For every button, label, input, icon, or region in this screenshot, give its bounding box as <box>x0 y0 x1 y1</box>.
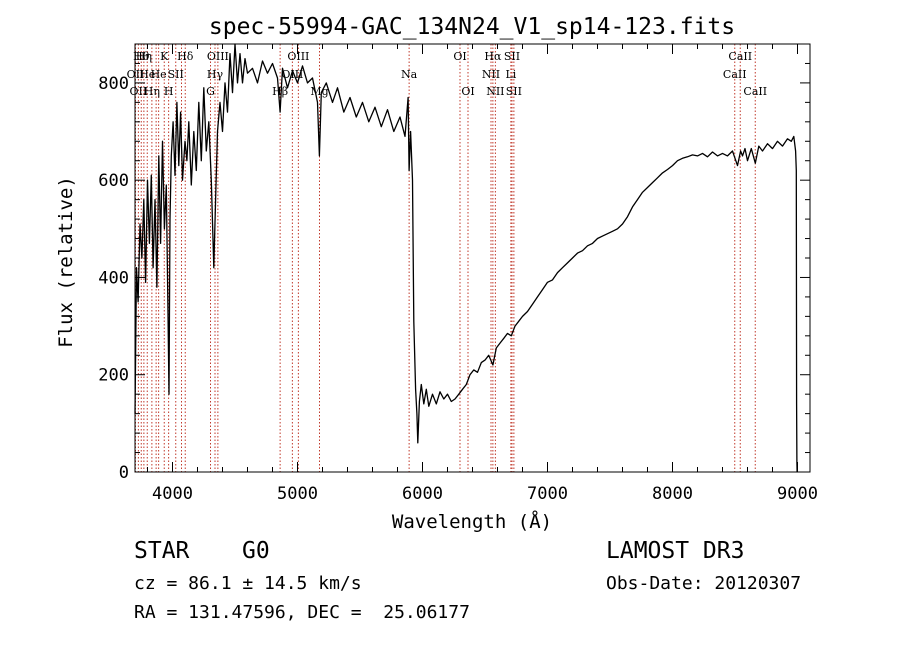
spectral-line-label: Hη <box>136 50 152 63</box>
y-tick-label: 800 <box>98 74 129 94</box>
coordinates: RA = 131.47596, DEC = 25.06177 <box>134 602 470 623</box>
spectral-line-label: Li <box>505 68 516 81</box>
x-tick-label: 4000 <box>152 484 193 504</box>
spectral-line-label: CaII <box>743 85 767 98</box>
spectral-line-label: Hγ <box>207 68 224 81</box>
spectral-line-label: CaII <box>728 50 752 63</box>
series-line-flux <box>134 43 798 473</box>
y-tick-label: 400 <box>98 268 129 288</box>
spectral-line-label: K <box>160 50 169 63</box>
spectral-line-label: Na <box>401 68 418 81</box>
x-tick-label: 7000 <box>527 484 568 504</box>
spectral-line-label: SII <box>506 85 522 98</box>
spectral-line-label: Hδ <box>177 50 194 63</box>
spectral-line-label: OIII <box>281 68 303 81</box>
spectral-line-label: CaII <box>723 68 747 81</box>
object-class: STAR <box>134 538 190 564</box>
spectral-line-label: Hη <box>144 85 160 98</box>
spectral-line-label: OI <box>453 50 466 63</box>
spectral-line-label: SII <box>504 50 520 63</box>
y-tick-label: 600 <box>98 171 129 191</box>
y-tick-label: 200 <box>98 366 129 386</box>
spectral-line-label: Hα <box>484 50 502 63</box>
spectral-line-label: OIII <box>207 50 229 63</box>
spectral-line-label: SII <box>168 68 184 81</box>
spectral-line-markers <box>135 44 756 472</box>
series-layer <box>134 43 798 473</box>
x-tick-label: 6000 <box>402 484 443 504</box>
spectral-line-label: NII <box>486 85 504 98</box>
spectral-line-labels: OIIOIIHθHηHeHηHeKHSIIHδGHγOIIIHβOIIIOIII… <box>127 50 767 98</box>
x-tick-label: 5000 <box>277 484 318 504</box>
spectral-line-label: Hβ <box>272 85 288 98</box>
y-tick-label: 0 <box>119 463 129 483</box>
spectral-line-label: OIII <box>287 50 309 63</box>
plot-frame <box>134 43 811 473</box>
y-axis-label: Flux (relative) <box>55 176 77 348</box>
spectral-line-label: H <box>164 85 174 98</box>
spectral-line-label: NII <box>482 68 500 81</box>
x-tick-label: 9000 <box>777 484 818 504</box>
object-subclass: G0 <box>242 538 270 564</box>
spectral-line-label: OII <box>130 85 148 98</box>
survey-name: LAMOST DR3 <box>606 538 745 564</box>
spectral-line-label: Hθ <box>133 50 150 63</box>
spectral-line-label: OI <box>461 85 474 98</box>
x-tick-label: 8000 <box>652 484 693 504</box>
x-axis-label: Wavelength (Å) <box>392 510 552 533</box>
chart-title: spec-55994-GAC_134N24_V1_sp14-123.fits <box>209 14 735 40</box>
observation-date: Obs-Date: 20120307 <box>606 573 802 594</box>
spectral-line-label: He <box>139 68 155 81</box>
axis-ticks: 4000 5000 6000 7000 8000 9000 0 200 400 600 800 <box>98 44 818 504</box>
redshift-value: cz = 86.1 ± 14.5 km/s <box>134 573 362 594</box>
spectral-line-label: G <box>206 85 215 98</box>
spectral-line-label: Mg <box>310 85 328 98</box>
spectral-line-label: He <box>151 68 167 81</box>
